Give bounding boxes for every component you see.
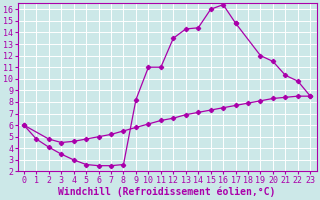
X-axis label: Windchill (Refroidissement éolien,°C): Windchill (Refroidissement éolien,°C): [58, 186, 276, 197]
